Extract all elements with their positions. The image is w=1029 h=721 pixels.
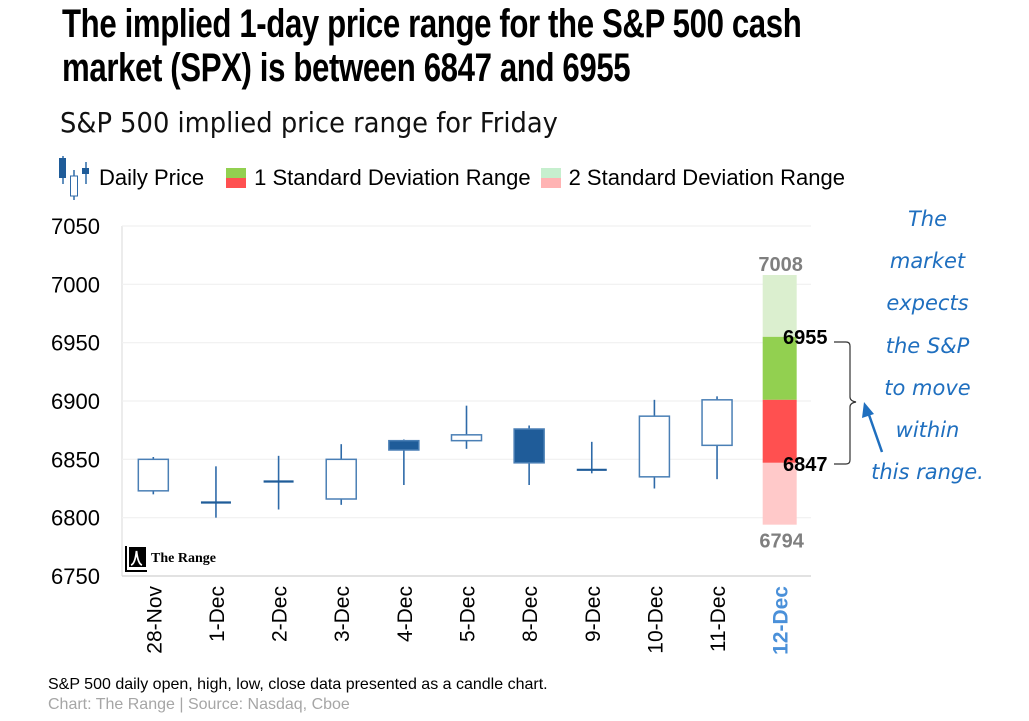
range-bracket [834,341,857,465]
x-tick-label: 10-Dec [644,586,667,654]
title-line-1: The implied 1-day price range for the S&… [62,2,802,46]
annotation-line: the S&P [885,333,970,358]
x-tick-label: 3-Dec [331,586,354,642]
x-tick-label: 1-Dec [206,586,229,642]
y-tick-label: 7050 [51,214,100,239]
y-tick-label: 6950 [51,331,100,356]
footnote: S&P 500 daily open, high, low, close dat… [48,676,548,693]
annotation-line: this range. [871,460,984,485]
y-tick-label: 7000 [51,272,100,297]
candle [325,444,357,505]
bell-curve-logo-icon [125,546,147,572]
x-tick-label: 28-Nov [143,586,166,654]
candlestick-icon [59,156,89,200]
legend-label-daily-price: Daily Price [99,165,205,190]
title-line-2: market (SPX) is between 6847 and 6955 [62,46,631,90]
annotation-line: expects [886,291,969,316]
x-tick-label: 8-Dec [519,586,542,642]
legend: Daily Price 1 Standard Deviation Range 2… [55,156,855,200]
range-1sd-lower [762,399,797,463]
candle-body [701,399,733,447]
legend-item-1sd: 1 Standard Deviation Range [226,165,531,191]
candle [638,399,671,489]
candle [200,466,231,518]
candle [450,405,483,449]
range-2sd-lower [762,462,797,525]
annotation-line: to move [884,375,971,400]
candle-body [388,439,420,451]
candle [388,439,420,485]
chart-subtitle: S&P 500 implied price range for Friday [60,106,558,139]
annotation-text: The market expects the S&P to move withi… [855,198,1000,493]
legend-swatch-2sd [540,168,561,188]
candle-body [638,415,671,478]
source-note: Chart: The Range | Source: Nasdaq, Cboe [48,696,350,713]
annotation-line: within [895,418,960,443]
y-tick-label: 6850 [51,447,100,472]
annotation-line: market [889,249,966,274]
label-1sd-low: 6847 [783,454,828,476]
candle-body [450,434,483,442]
the-range-logo: The Range [125,546,216,572]
candle [576,441,607,474]
y-tick-label: 6900 [51,389,100,414]
x-tick-label: 12-Dec [770,586,793,655]
y-tick-label: 6800 [51,506,100,531]
x-tick-label: 2-Dec [269,586,292,642]
y-tick-label: 6750 [51,564,100,589]
x-tick-label: 11-Dec [707,586,730,652]
label-1sd-high: 6955 [783,327,828,349]
chart-title: The implied 1-day price range for the S&… [62,2,811,90]
candle-body [325,458,357,500]
candle [137,457,170,495]
candle [263,455,294,510]
candle [513,425,545,485]
label-2sd-high: 7008 [758,254,803,276]
x-tick-label: 9-Dec [582,586,605,642]
legend-label-2sd: 2 Standard Deviation Range [568,165,845,190]
range-2sd-upper [762,275,797,337]
x-tick-label: 4-Dec [394,586,417,642]
candle-body [513,428,545,464]
legend-item-2sd: 2 Standard Deviation Range [540,165,845,191]
logo-text: The Range [151,551,216,566]
legend-item-daily-price: Daily Price [55,156,204,200]
range-1sd-upper [762,336,797,400]
arrow-icon [862,402,884,453]
candle-body [137,458,170,492]
annotation-line: The [907,207,948,231]
x-tick-label: 5-Dec [457,586,480,642]
candle [701,396,733,480]
legend-label-1sd: 1 Standard Deviation Range [254,165,531,190]
label-2sd-low: 6794 [759,531,804,553]
legend-swatch-1sd [226,168,247,188]
